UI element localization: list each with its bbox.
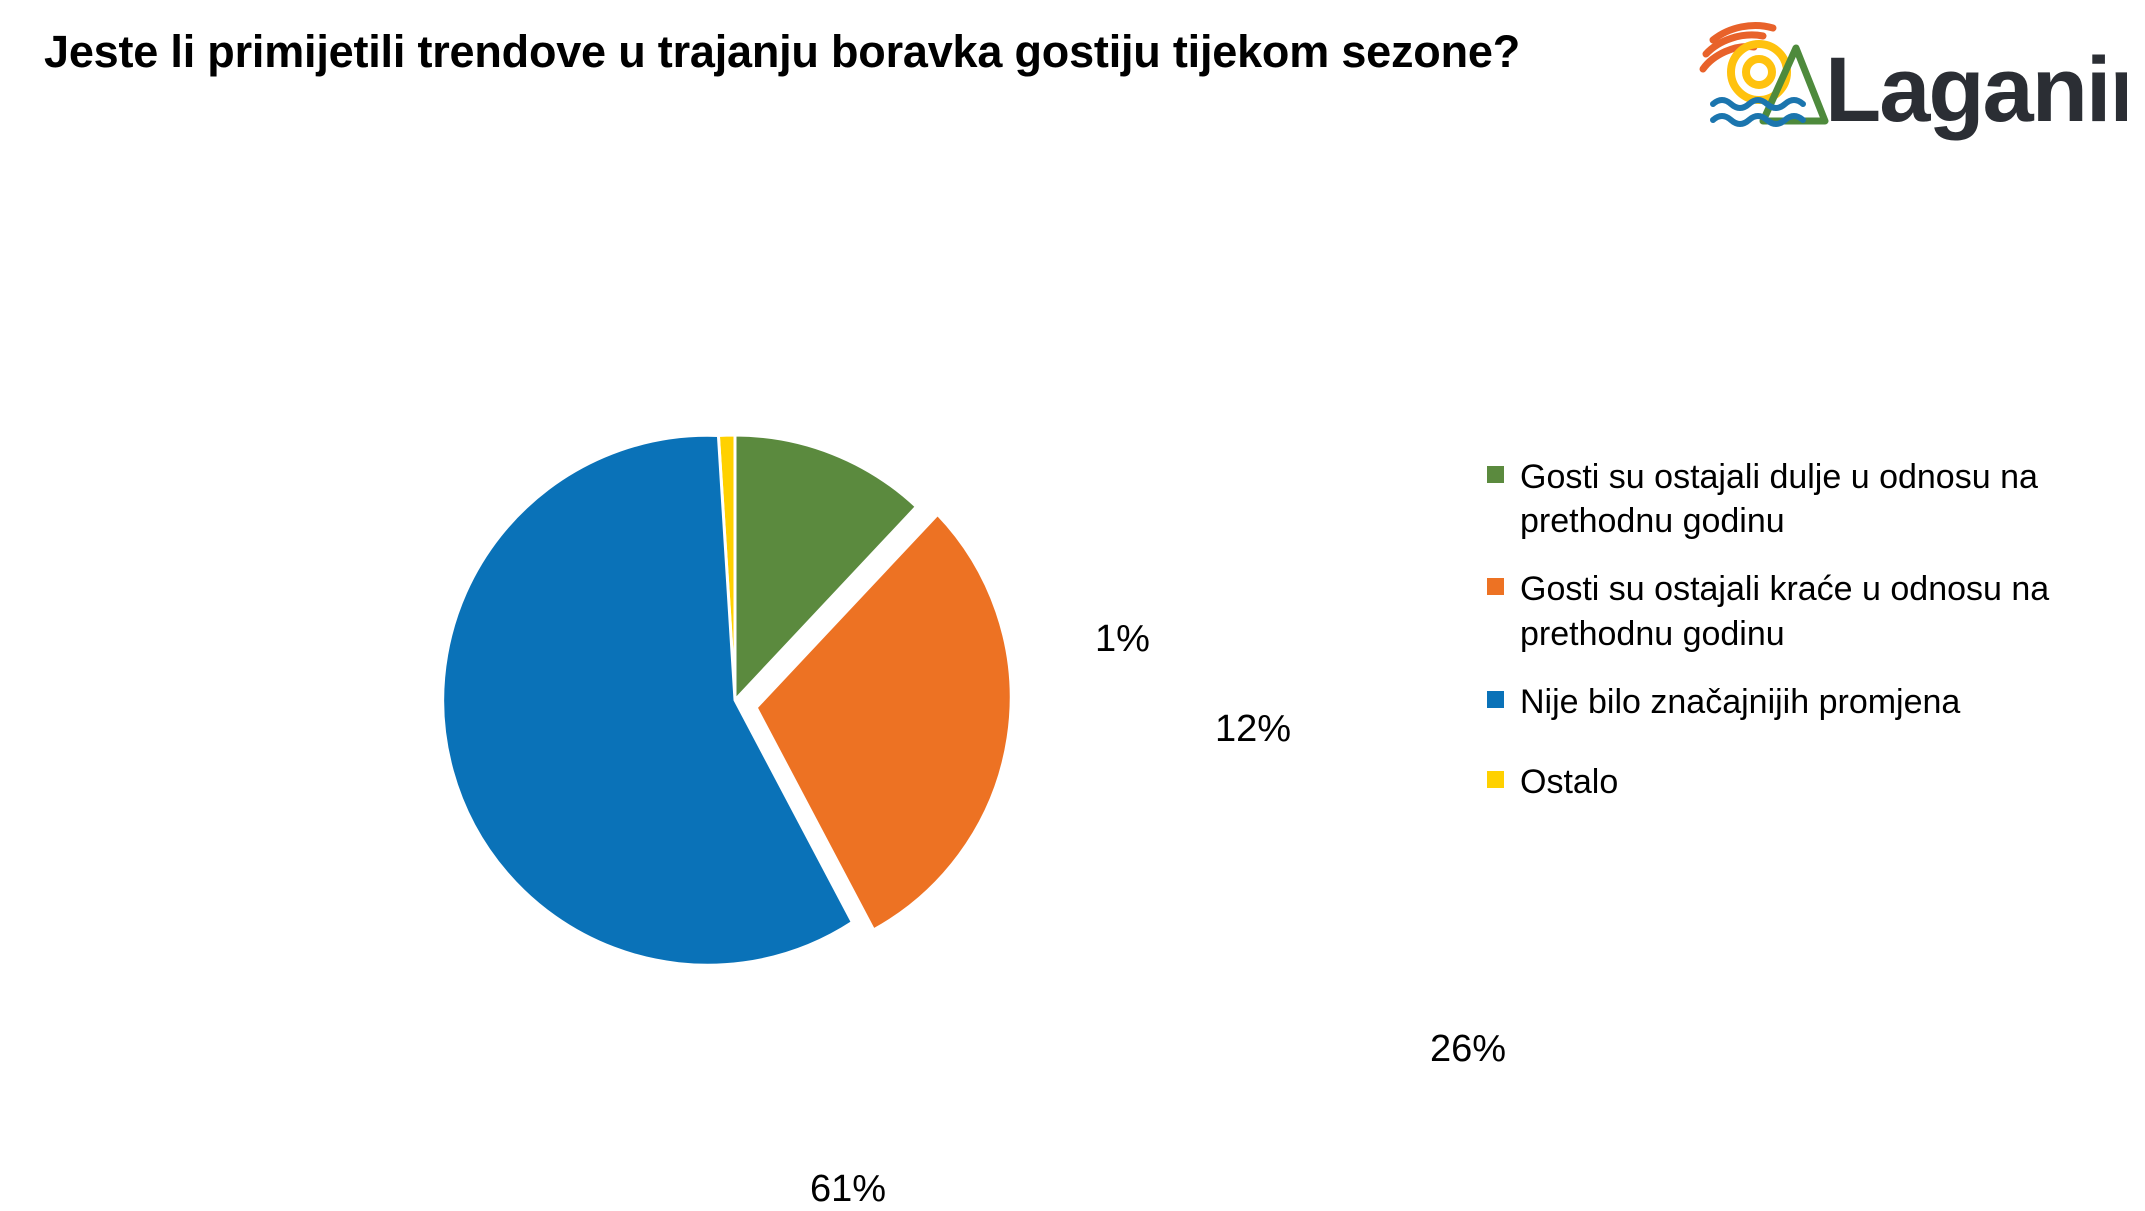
legend-item-label: Gosti su ostajali dulje u odnosu na pret… — [1520, 458, 2038, 541]
chart-legend: Gosti su ostajali dulje u odnosu na pret… — [1487, 455, 2127, 828]
page-title: Jeste li primijetili trendove u trajanju… — [44, 26, 1520, 77]
logo-wordmark: Laganini — [1825, 39, 2127, 141]
pie-label-nije-bilo: 61% — [810, 1168, 887, 1210]
pie-slice-nije-bilo[interactable] — [441, 433, 855, 967]
legend-item-nije-bilo[interactable]: Nije bilo značajnijih promjena — [1487, 680, 2127, 724]
sail-triangle-icon — [1759, 44, 1829, 125]
legend-item-label: Ostalo — [1520, 762, 1619, 801]
pie-slice-dulje[interactable] — [733, 433, 919, 704]
legend-swatch-icon — [1487, 466, 1504, 483]
water-waves-icon — [1710, 97, 1806, 127]
legend-swatch-icon — [1487, 690, 1504, 708]
pie-label-dulje: 12% — [1215, 708, 1292, 750]
legend-item-label: Gosti su ostajali kraće u odnosu na pret… — [1520, 570, 2050, 653]
legend-swatch-icon — [1487, 770, 1504, 788]
legend-item-krace[interactable]: Gosti su ostajali kraće u odnosu na pret… — [1487, 567, 2127, 655]
legend-item-label: Nije bilo značajnijih promjena — [1520, 682, 1961, 721]
pie-label-ostalo: 1% — [1095, 618, 1150, 660]
legend-item-dulje[interactable]: Gosti su ostajali dulje u odnosu na pret… — [1487, 455, 2127, 543]
pie-slices — [441, 433, 1013, 967]
pie-label-krace: 26% — [1430, 1028, 1507, 1070]
legend-swatch-icon — [1487, 578, 1504, 596]
pie-slice-krace[interactable] — [754, 512, 1013, 932]
laganini-logo: Laganini — [1697, 18, 2127, 143]
pie-chart: 1% 12% 26% 61% — [400, 360, 1506, 1210]
legend-item-ostalo[interactable]: Ostalo — [1487, 760, 2127, 804]
